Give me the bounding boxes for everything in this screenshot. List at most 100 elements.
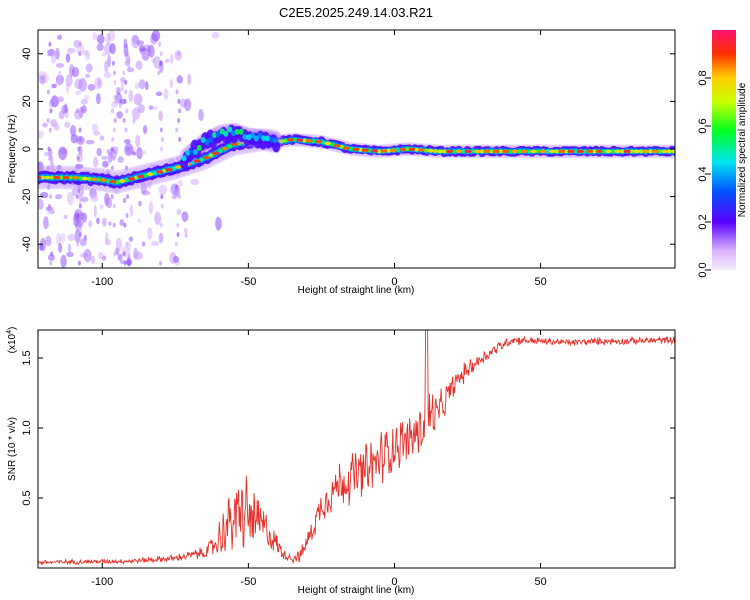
noise-streak-blob [49, 108, 53, 114]
noise-blob [61, 104, 69, 114]
snr-xlabel: Height of straight line (km) [298, 585, 415, 596]
noise-blob [58, 242, 63, 253]
signal-blob [464, 149, 472, 153]
noise-blob [71, 66, 80, 78]
noise-blob [65, 53, 71, 63]
signal-blob [563, 149, 569, 154]
signal-blob [156, 170, 164, 174]
noise-streak-blob [78, 51, 82, 57]
noise-streak-blob [159, 222, 163, 228]
signal-blob [511, 149, 519, 153]
noise-blob [128, 89, 134, 103]
noise-streak-blob [125, 108, 129, 114]
snr-series-line [38, 330, 675, 566]
noise-streak-blob [159, 51, 163, 57]
noise-blob [142, 125, 148, 134]
noise-blob [55, 47, 60, 60]
noise-streak-blob [48, 156, 52, 162]
noise-streak-blob [124, 79, 128, 85]
x-tick-label: -50 [240, 576, 256, 588]
noise-streak-blob [78, 222, 82, 228]
noise-blob [96, 43, 104, 52]
signal-blob [227, 144, 233, 149]
noise-blob [163, 88, 169, 101]
signal-blob [483, 149, 491, 153]
signal-blob [558, 149, 566, 153]
noise-blob [131, 151, 137, 156]
noise-blob [106, 32, 111, 46]
signal-blob [221, 146, 229, 151]
noise-blob [59, 148, 68, 155]
signal-blob [619, 149, 625, 154]
noise-blob [183, 227, 188, 234]
noise-streak-blob [113, 251, 117, 257]
signal-blob [610, 149, 616, 154]
noise-streak-blob [78, 203, 82, 209]
signal-blob [109, 180, 117, 184]
signal-blob [71, 176, 79, 180]
signal-blob [185, 149, 191, 156]
noise-streak-blob [126, 194, 130, 200]
y-tick-label: 1.5 [21, 350, 33, 365]
signal-blob [223, 130, 229, 137]
signal-blob [567, 149, 575, 153]
noise-streak-blob [178, 136, 182, 142]
noise-streak-blob [50, 98, 54, 104]
noise-streak-blob [158, 41, 162, 47]
noise-blob [79, 196, 89, 203]
signal-blob [386, 148, 392, 153]
noise-streak-blob [125, 213, 129, 219]
signal-blob [502, 149, 510, 153]
signal-blob [204, 139, 210, 146]
noise-streak-blob [124, 89, 128, 95]
noise-blob [85, 63, 93, 73]
signal-blob [193, 159, 201, 163]
snr-ylabel: SNR (10 * v/v) [7, 417, 18, 481]
signal-blob [296, 138, 304, 142]
signal-blob [277, 139, 285, 143]
signal-blob [230, 130, 236, 137]
noise-blob [176, 75, 183, 84]
noise-blob [147, 227, 153, 240]
spectrogram-heatmap [38, 30, 675, 268]
signal-blob [49, 175, 55, 180]
signal-blob [305, 139, 313, 143]
noise-blob [187, 73, 192, 85]
noise-streak-blob [112, 222, 116, 228]
noise-streak-blob [49, 194, 53, 200]
noise-blob [109, 43, 116, 55]
colorbar-gradient [712, 30, 736, 270]
signal-blob [301, 138, 307, 143]
noise-streak-blob [122, 70, 126, 76]
signal-blob [257, 132, 263, 139]
signal-blob [358, 147, 364, 152]
noise-streak-blob [160, 203, 164, 209]
noise-streak-blob [110, 108, 114, 114]
signal-blob [86, 176, 92, 181]
noise-blob [184, 232, 188, 238]
noise-blob [198, 108, 204, 121]
x-tick-label: 0 [391, 276, 397, 288]
noise-blob [151, 30, 161, 42]
noise-blob [85, 139, 95, 145]
noise-streak-blob [46, 117, 50, 123]
signal-blob [432, 149, 438, 154]
noise-streak-blob [47, 51, 51, 57]
noise-blob [128, 236, 134, 242]
noise-blob [56, 164, 62, 170]
noise-blob [81, 105, 87, 114]
signal-blob [38, 175, 42, 180]
signal-blob [286, 138, 294, 142]
noise-streak-blob [126, 146, 130, 152]
y-tick-label: 40 [21, 48, 33, 60]
noise-streak-blob [177, 51, 181, 57]
noise-streak-blob [48, 203, 52, 209]
signal-blob [265, 135, 271, 142]
colorbar-tick-label: 0.2 [697, 214, 709, 229]
noise-blob [80, 98, 88, 105]
signal-blob [261, 135, 267, 142]
signal-blob [58, 175, 64, 180]
signal-blob [371, 149, 379, 153]
noise-streak-blob [76, 241, 80, 247]
noise-blob [45, 235, 52, 247]
